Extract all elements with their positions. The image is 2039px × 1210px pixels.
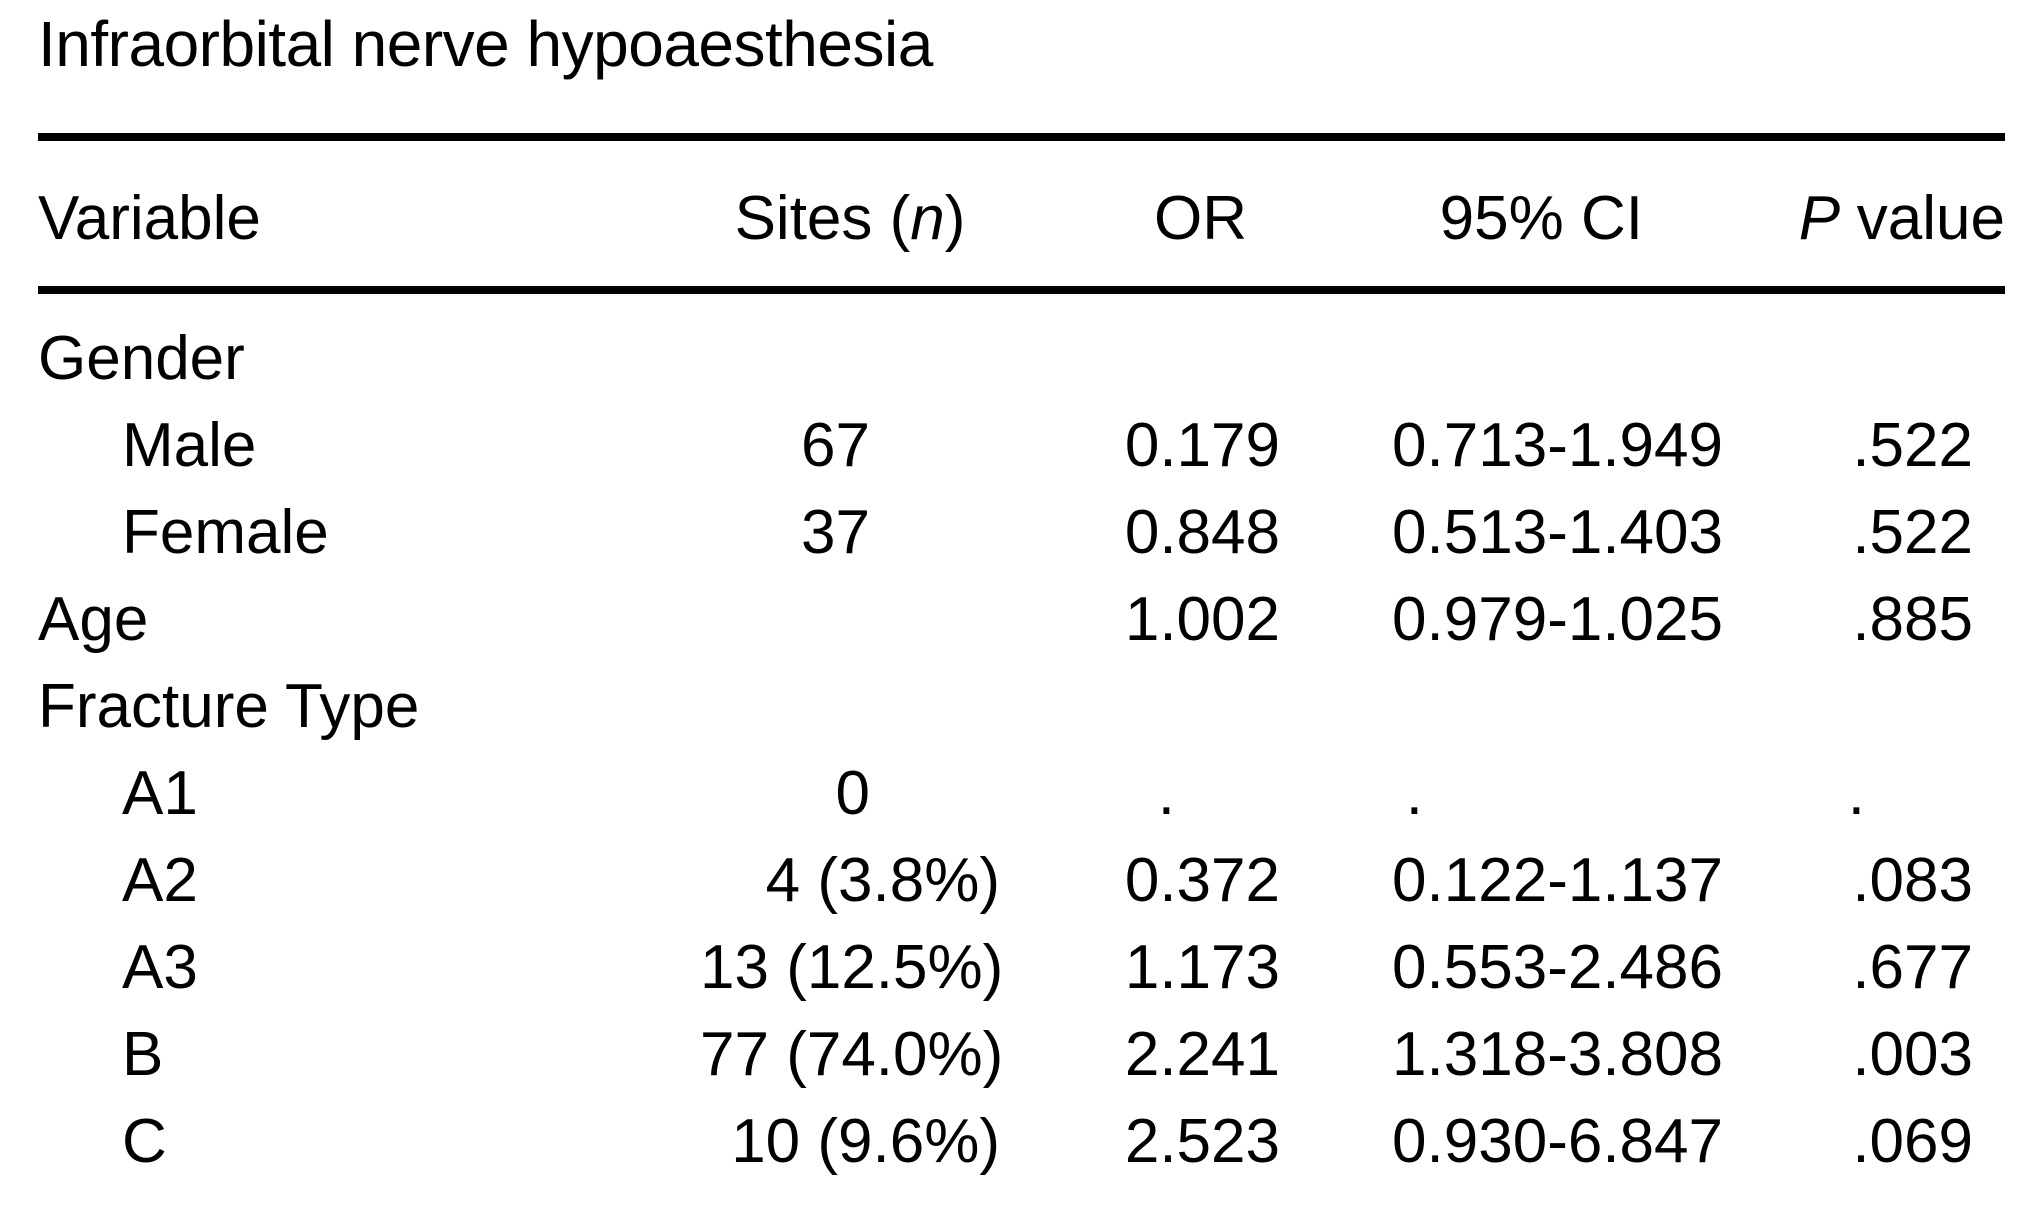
ci-cell: 0.553-2.486 — [1392, 932, 1723, 1002]
table-row-gender: Gender — [38, 315, 2005, 402]
sites-header-text: Sites ( — [734, 183, 911, 253]
variable-cell: Fracture Type — [38, 671, 420, 741]
ci-cell: 1.318-3.808 — [1392, 1019, 1723, 1089]
variable-cell: B — [122, 1019, 164, 1089]
or-cell: 2.241 — [1124, 1019, 1280, 1089]
or-cell: 0.848 — [1124, 497, 1280, 567]
or-cell: 2.523 — [1124, 1106, 1280, 1176]
or-cell: 0.372 — [1124, 845, 1280, 915]
p-cell: .003 — [1852, 1019, 1973, 1089]
variable-cell: A1 — [122, 758, 198, 828]
table-row-a3: A3 13 (12.5%) 1.173 0.553-2.486 .677 — [38, 924, 2005, 1011]
sites-cell: 0 — [835, 758, 870, 828]
sites-cell: 13 (12.5%) — [700, 932, 1004, 1002]
or-cell: 0.179 — [1124, 410, 1280, 480]
ci-cell: . — [1405, 758, 1423, 828]
column-header-ci: 95% CI — [1439, 183, 1643, 253]
variable-cell: A3 — [122, 932, 198, 1002]
or-cell: 1.173 — [1124, 932, 1280, 1002]
table-title: Infraorbital nerve hypoaesthesia — [38, 8, 933, 80]
variable-cell: Male — [122, 410, 257, 480]
p-header-italic: P — [1798, 183, 1841, 253]
column-header-or: OR — [1154, 183, 1247, 253]
sites-cell: 4 (3.8%) — [765, 845, 1000, 915]
table-row-b: B 77 (74.0%) 2.241 1.318-3.808 .003 — [38, 1011, 2005, 1098]
ci-cell: 0.930-6.847 — [1392, 1106, 1723, 1176]
or-cell: 1.002 — [1124, 584, 1280, 654]
column-header-sites: Sites (n) — [700, 187, 1000, 250]
variable-cell: A2 — [122, 845, 198, 915]
p-cell: .083 — [1852, 845, 1973, 915]
sites-header-n-italic: n — [910, 183, 945, 253]
ci-cell: 0.713-1.949 — [1392, 410, 1723, 480]
p-cell: .069 — [1852, 1106, 1973, 1176]
ci-cell: 0.979-1.025 — [1392, 584, 1723, 654]
table-row-female: Female 37 0.848 0.513-1.403 .522 — [38, 489, 2005, 576]
ci-cell: 0.122-1.137 — [1392, 845, 1723, 915]
p-cell: .677 — [1852, 932, 1973, 1002]
or-cell: . — [1157, 758, 1175, 828]
table-row-a2: A2 4 (3.8%) 0.372 0.122-1.137 .083 — [38, 837, 2005, 924]
sites-cell: 77 (74.0%) — [700, 1019, 1004, 1089]
sites-cell: 37 — [801, 497, 870, 567]
ci-cell: 0.513-1.403 — [1392, 497, 1723, 567]
sites-header-close: ) — [944, 183, 966, 253]
variable-cell: C — [122, 1106, 167, 1176]
table-row-a1: A1 0 . . . — [38, 750, 2005, 837]
p-header-rest: value — [1856, 183, 2005, 253]
top-rule — [38, 133, 2005, 141]
p-cell: .522 — [1852, 497, 1973, 567]
header-rule — [38, 286, 2005, 294]
p-cell: . — [1847, 758, 1865, 828]
variable-cell: Female — [122, 497, 329, 567]
variable-cell: Age — [38, 584, 149, 654]
table-row-male: Male 67 0.179 0.713-1.949 .522 — [38, 402, 2005, 489]
table-row-fracture-type: Fracture Type — [38, 663, 2005, 750]
p-cell: .522 — [1852, 410, 1973, 480]
sites-cell: 10 (9.6%) — [731, 1106, 1000, 1176]
variable-cell: Gender — [38, 323, 245, 393]
column-header-variable: Variable — [38, 183, 261, 253]
table-row-c: C 10 (9.6%) 2.523 0.930-6.847 .069 — [38, 1098, 2005, 1185]
table-row-age: Age 1.002 0.979-1.025 .885 — [38, 576, 2005, 663]
p-cell: .885 — [1852, 584, 1973, 654]
sites-cell: 67 — [801, 410, 870, 480]
